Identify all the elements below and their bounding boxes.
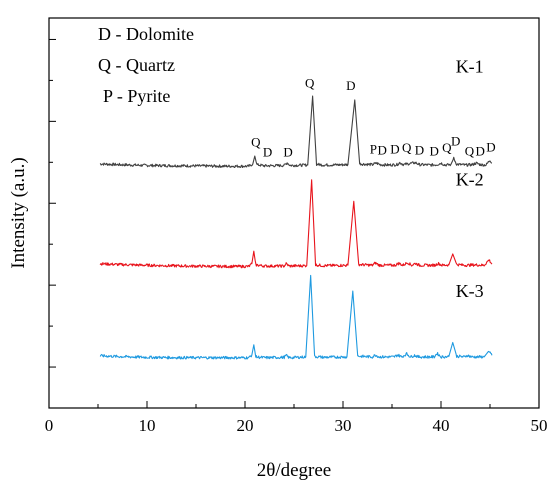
sample-labels: K-1 K-2 K-3 [456, 57, 484, 301]
peak-label: Q [465, 143, 475, 158]
peak-label: D [476, 143, 485, 158]
legend: D - Dolomite Q - Quartz P - Pyrite [98, 24, 194, 106]
x-tick-label: 20 [237, 416, 254, 435]
peak-label: D [346, 78, 355, 93]
x-axis-title: 2θ/degree [257, 460, 332, 481]
x-tick-label: 50 [531, 416, 548, 435]
peak-label: Q [402, 140, 412, 155]
peak-label: Q [305, 75, 315, 90]
x-tick-label: 0 [45, 416, 54, 435]
legend-entry-quartz: Q - Quartz [98, 55, 175, 75]
series-layer [99, 95, 493, 360]
peak-label: D [486, 139, 495, 154]
series-line-k-3 [99, 274, 493, 360]
x-tick-label: 40 [433, 416, 450, 435]
x-tick-label: 10 [139, 416, 156, 435]
peak-label: D [429, 143, 438, 158]
y-axis-ticks [49, 38, 56, 409]
legend-entry-dolomite: D - Dolomite [98, 24, 194, 44]
series-line-k-2 [99, 179, 493, 269]
peak-label: D [378, 143, 387, 158]
x-axis-ticks: 0 10 20 30 40 50 [45, 401, 548, 435]
x-tick-label: 30 [335, 416, 352, 435]
sample-label-k-3: K-3 [456, 281, 484, 301]
peak-label: Q [251, 135, 261, 150]
peak-label: D [415, 143, 424, 158]
sample-label-k-2: K-2 [456, 170, 484, 190]
legend-entry-pyrite: P - Pyrite [103, 86, 170, 106]
peak-label: D [263, 144, 272, 159]
series-line-k-1 [99, 95, 493, 169]
peak-label: Q [442, 140, 452, 155]
peak-label: D [283, 144, 292, 159]
y-axis-title: Intensity (a.u.) [8, 157, 29, 268]
peak-annotations: QD DQ DP D D Q D D Q DQ D D [251, 75, 496, 159]
peak-label: D [451, 134, 460, 149]
peak-label: D [390, 141, 399, 156]
sample-label-k-1: K-1 [456, 57, 484, 77]
peak-label: P [370, 141, 377, 156]
